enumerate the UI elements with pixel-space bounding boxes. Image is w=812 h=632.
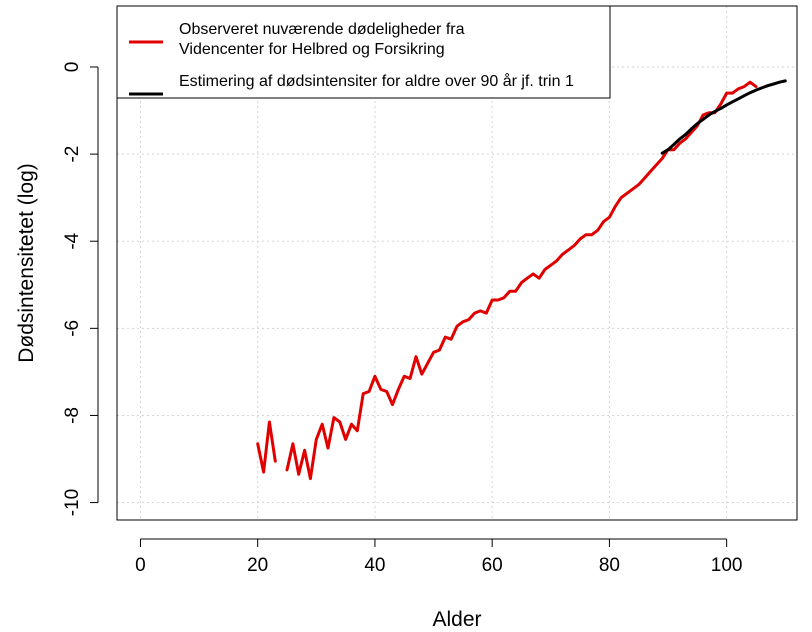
series-line-1 xyxy=(256,80,758,481)
series-layer xyxy=(256,79,787,481)
y-axis-label: Dødsintensitetet (log) xyxy=(15,163,38,363)
x-tick-label: 100 xyxy=(711,555,743,576)
x-tick-label: 60 xyxy=(482,555,503,576)
legend-box xyxy=(116,5,611,99)
x-tick-label: 0 xyxy=(135,555,146,576)
legend-label: Observeret nuværende dødeligheder fra xyxy=(179,21,465,38)
y-tick-label: -2 xyxy=(62,146,83,163)
y-tick-label: -10 xyxy=(62,489,83,516)
legend: Observeret nuværende dødeligheder fra Vid… xyxy=(116,5,611,99)
y-tick-label: 0 xyxy=(62,62,83,73)
x-tick-label: 40 xyxy=(364,555,385,576)
x-tick-label: 80 xyxy=(599,555,620,576)
legend-label: Videncenter for Helbred og Forsikring xyxy=(179,41,445,58)
series-line-2 xyxy=(660,79,787,155)
legend-label: Estimering af dødsintensiter for aldre o… xyxy=(179,72,574,90)
x-tick-label: 20 xyxy=(247,555,268,576)
x-axis-label: Alder xyxy=(432,608,481,631)
y-axis: -10 -8 -6 -4 -2 0 xyxy=(62,62,99,516)
y-tick-label: -8 xyxy=(62,407,83,424)
y-tick-label: -4 xyxy=(62,232,83,249)
y-tick-label: -6 xyxy=(62,320,83,337)
x-axis: 0 20 40 60 80 100 xyxy=(135,538,743,576)
